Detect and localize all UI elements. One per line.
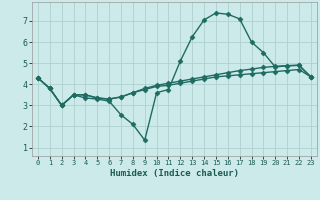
X-axis label: Humidex (Indice chaleur): Humidex (Indice chaleur)	[110, 169, 239, 178]
